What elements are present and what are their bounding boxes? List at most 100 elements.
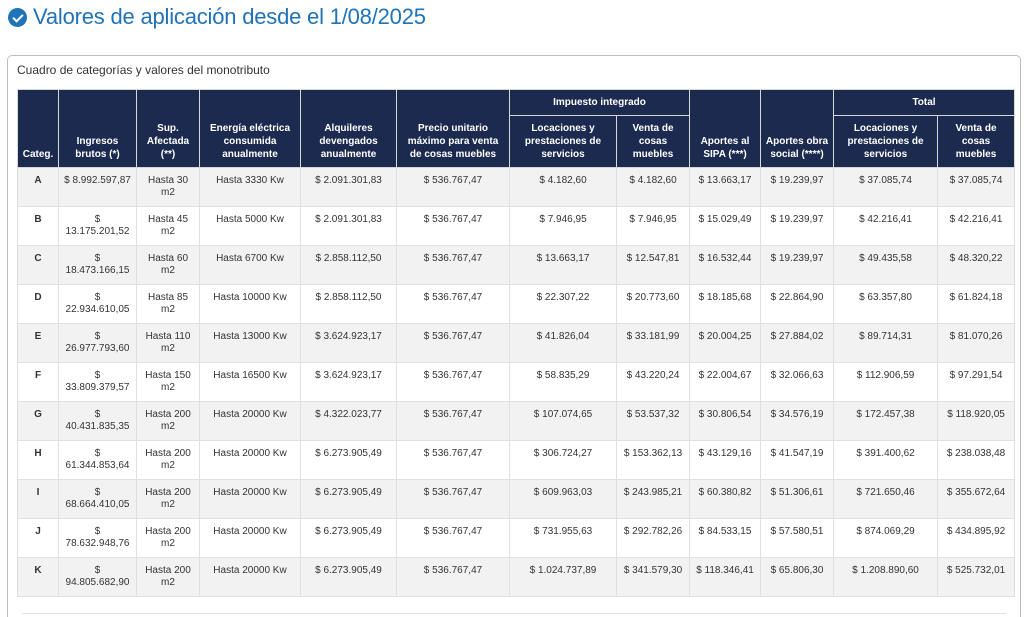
card-divider (22, 613, 1006, 614)
cell-superficie: Hasta 200 m2 (136, 557, 200, 597)
cell-categ: K (17, 557, 59, 597)
cell-tot-locaciones: $ 37.085,74 (833, 167, 939, 207)
cell-imp-venta: $ 243.985,21 (615, 479, 691, 519)
cell-imp-venta: $ 292.782,26 (615, 518, 691, 558)
cell-precio: $ 536.767,47 (396, 401, 510, 441)
cell-imp-locaciones: $ 609.963,03 (509, 479, 617, 519)
categories-table: Categ. Ingresos brutos (*) Sup. Afectada… (17, 89, 1016, 597)
cell-energia: Hasta 20000 Kw (199, 401, 301, 441)
header-total-group: Total (833, 89, 1016, 116)
header-alquileres: Alquileres devengados anualmente (300, 89, 397, 168)
cell-tot-locaciones: $ 63.357,80 (833, 284, 939, 324)
cell-superficie: Hasta 200 m2 (136, 518, 200, 558)
cell-imp-locaciones: $ 107.074,65 (509, 401, 617, 441)
cell-alquileres: $ 6.273.905,49 (300, 440, 397, 480)
cell-superficie: Hasta 110 m2 (136, 323, 200, 363)
header-obra-social: Aportes obra social (****) (760, 89, 835, 168)
cell-tot-venta: $ 81.070,26 (937, 323, 1016, 363)
cell-tot-locaciones: $ 874.069,29 (833, 518, 939, 558)
monotributo-card: Cuadro de categorías y valores del monot… (7, 55, 1021, 617)
cell-energia: Hasta 16500 Kw (199, 362, 301, 402)
header-tot-locaciones: Locaciones y prestaciones de servicios (833, 115, 939, 168)
cell-imp-venta: $ 12.547,81 (615, 245, 691, 285)
cell-categ: E (17, 323, 59, 363)
cell-precio: $ 536.767,47 (396, 284, 510, 324)
table-row: G $ 40.431.835,35 Hasta 200 m2 Hasta 200… (17, 401, 1016, 441)
header-categ: Categ. (17, 89, 59, 168)
cell-sipa: $ 13.663,17 (689, 167, 762, 207)
table-row: D $ 22.934.610,05 Hasta 85 m2 Hasta 1000… (17, 284, 1016, 324)
cell-categ: J (17, 518, 59, 558)
cell-tot-venta: $ 118.920,05 (937, 401, 1016, 441)
cell-superficie: Hasta 200 m2 (136, 401, 200, 441)
header-superficie: Sup. Afectada (**) (136, 89, 200, 168)
cell-superficie: Hasta 30 m2 (136, 167, 200, 207)
cell-superficie: Hasta 200 m2 (136, 479, 200, 519)
cell-categ: D (17, 284, 59, 324)
cell-categ: C (17, 245, 59, 285)
cell-obra-social: $ 57.580,51 (760, 518, 835, 558)
cell-obra-social: $ 41.547,19 (760, 440, 835, 480)
cell-energia: Hasta 20000 Kw (199, 557, 301, 597)
cell-ingresos: $ 40.431.835,35 (58, 401, 137, 441)
cell-alquileres: $ 2.858.112,50 (300, 284, 397, 324)
cell-tot-locaciones: $ 112.906,59 (833, 362, 939, 402)
cell-tot-venta: $ 97.291,54 (937, 362, 1016, 402)
cell-tot-locaciones: $ 1.208.890,60 (833, 557, 939, 597)
cell-imp-locaciones: $ 7.946,95 (509, 206, 617, 246)
cell-tot-locaciones: $ 721.650,46 (833, 479, 939, 519)
cell-ingresos: $ 18.473.166,15 (58, 245, 137, 285)
cell-imp-locaciones: $ 1.024.737,89 (509, 557, 617, 597)
cell-alquileres: $ 2.858.112,50 (300, 245, 397, 285)
cell-imp-venta: $ 33.181,99 (615, 323, 691, 363)
cell-precio: $ 536.767,47 (396, 206, 510, 246)
cell-obra-social: $ 19.239,97 (760, 167, 835, 207)
cell-precio: $ 536.767,47 (396, 362, 510, 402)
cell-imp-locaciones: $ 22.307,22 (509, 284, 617, 324)
cell-obra-social: $ 19.239,97 (760, 245, 835, 285)
cell-sipa: $ 30.806,54 (689, 401, 762, 441)
cell-energia: Hasta 10000 Kw (199, 284, 301, 324)
cell-sipa: $ 60.380,82 (689, 479, 762, 519)
header-imp-venta: Venta de cosas muebles (615, 115, 691, 168)
cell-alquileres: $ 2.091.301,83 (300, 167, 397, 207)
cell-imp-venta: $ 153.362,13 (615, 440, 691, 480)
cell-tot-locaciones: $ 49.435,58 (833, 245, 939, 285)
cell-alquileres: $ 4.322.023,77 (300, 401, 397, 441)
cell-sipa: $ 20.004,25 (689, 323, 762, 363)
cell-energia: Hasta 20000 Kw (199, 440, 301, 480)
cell-tot-locaciones: $ 172.457,38 (833, 401, 939, 441)
table-row: F $ 33.809.379,57 Hasta 150 m2 Hasta 165… (17, 362, 1016, 402)
cell-categ: A (17, 167, 59, 207)
cell-obra-social: $ 34.576,19 (760, 401, 835, 441)
cell-sipa: $ 22.004,67 (689, 362, 762, 402)
header-energia: Energía eléctrica consumida anualmente (199, 89, 301, 168)
cell-ingresos: $ 68.664.410,05 (58, 479, 137, 519)
cell-alquileres: $ 6.273.905,49 (300, 518, 397, 558)
table-row: H $ 61.344.853,64 Hasta 200 m2 Hasta 200… (17, 440, 1016, 480)
cell-superficie: Hasta 150 m2 (136, 362, 200, 402)
table-row: B $ 13.175.201,52 Hasta 45 m2 Hasta 5000… (17, 206, 1016, 246)
cell-precio: $ 536.767,47 (396, 479, 510, 519)
cell-tot-locaciones: $ 89.714,31 (833, 323, 939, 363)
cell-categ: B (17, 206, 59, 246)
table-row: E $ 26.977.793,60 Hasta 110 m2 Hasta 130… (17, 323, 1016, 363)
table-row: I $ 68.664.410,05 Hasta 200 m2 Hasta 200… (17, 479, 1016, 519)
cell-ingresos: $ 22.934.610,05 (58, 284, 137, 324)
header-precio: Precio unitario máximo para venta de cos… (396, 89, 510, 168)
cell-energia: Hasta 6700 Kw (199, 245, 301, 285)
cell-alquileres: $ 6.273.905,49 (300, 479, 397, 519)
table-row: C $ 18.473.166,15 Hasta 60 m2 Hasta 6700… (17, 245, 1016, 285)
cell-tot-locaciones: $ 42.216,41 (833, 206, 939, 246)
cell-alquileres: $ 3.624.923,17 (300, 362, 397, 402)
cell-sipa: $ 84.533,15 (689, 518, 762, 558)
cell-alquileres: $ 2.091.301,83 (300, 206, 397, 246)
cell-categ: G (17, 401, 59, 441)
cell-sipa: $ 15.029,49 (689, 206, 762, 246)
cell-imp-locaciones: $ 306.724,27 (509, 440, 617, 480)
cell-tot-venta: $ 37.085,74 (937, 167, 1016, 207)
check-circle-icon (8, 7, 27, 27)
cell-obra-social: $ 19.239,97 (760, 206, 835, 246)
cell-superficie: Hasta 60 m2 (136, 245, 200, 285)
header-ingresos: Ingresos brutos (*) (58, 89, 137, 168)
